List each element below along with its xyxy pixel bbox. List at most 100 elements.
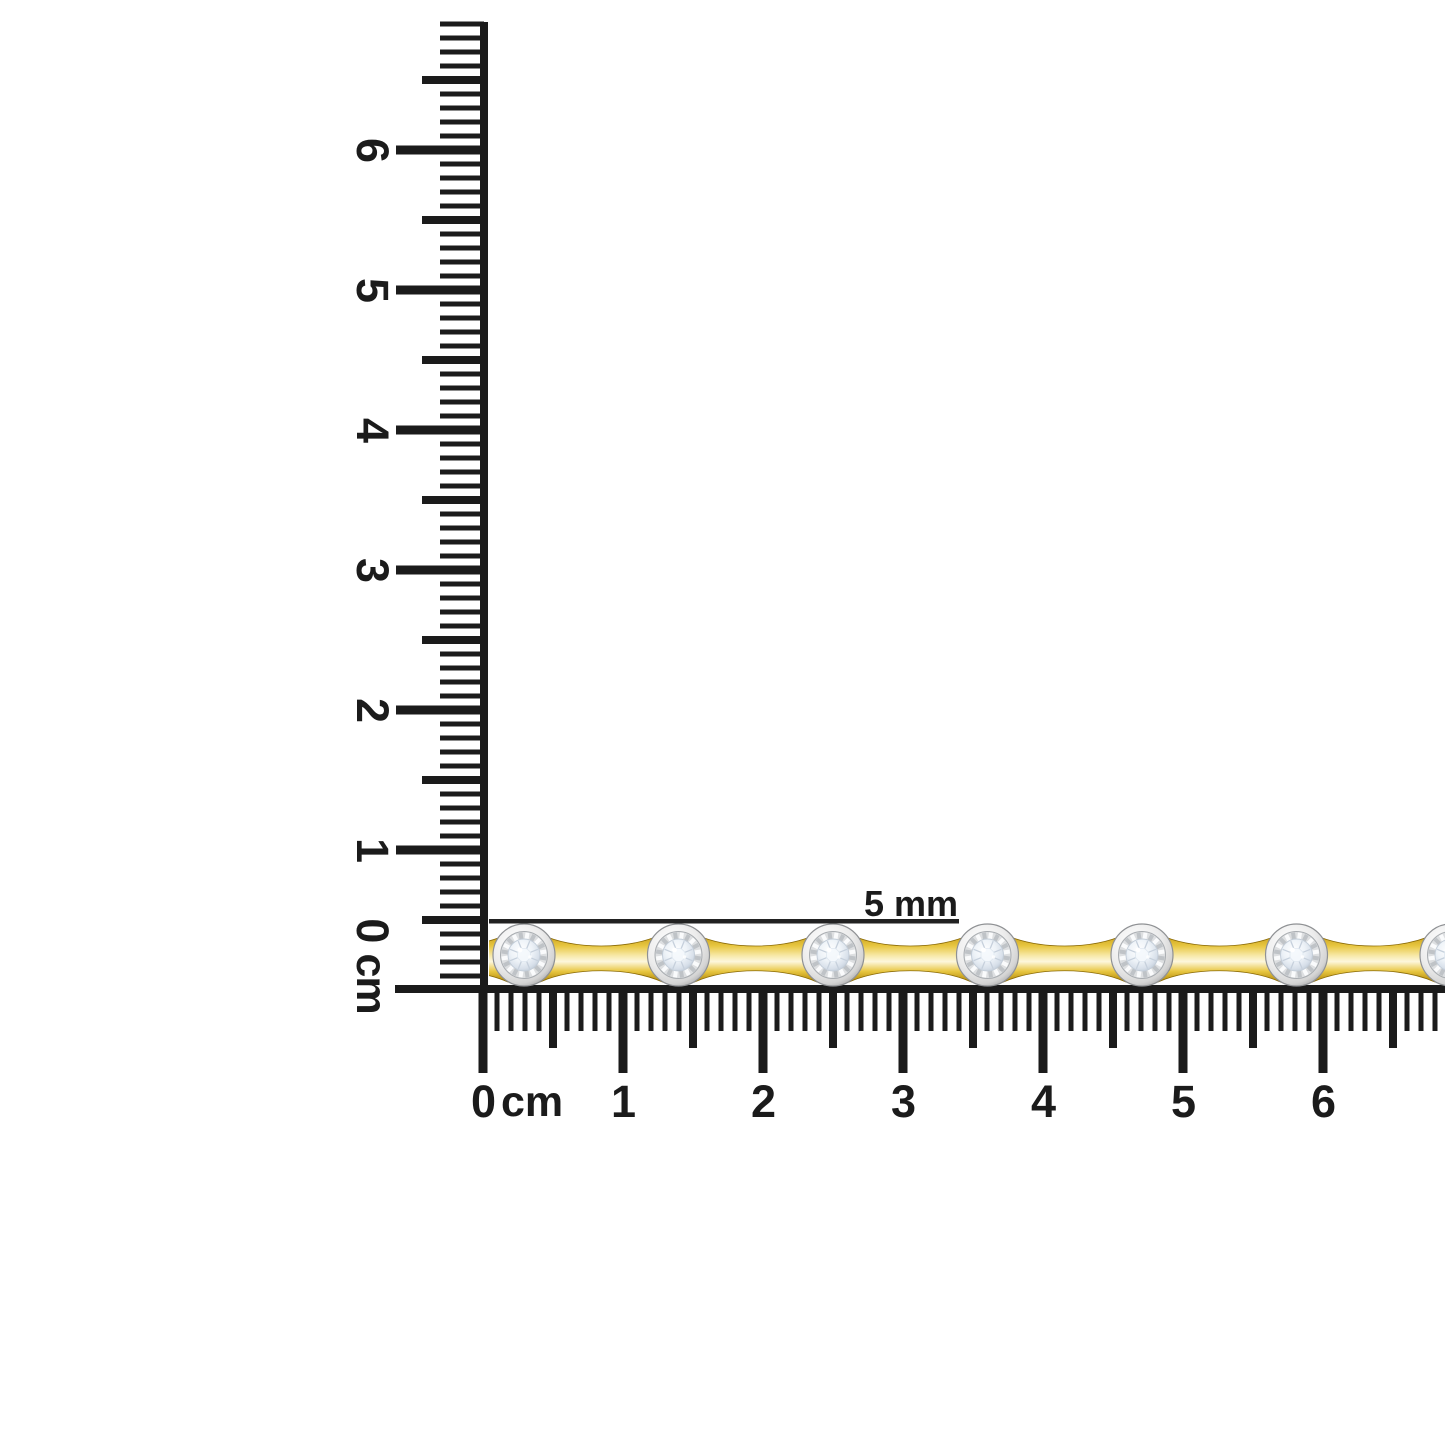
vertical-ruler-zero-label: 0 cm	[347, 916, 398, 1016]
measurement-line	[489, 919, 959, 924]
horizontal-ruler-number: 6	[1310, 1076, 1336, 1127]
tick-mark	[648, 989, 654, 1031]
tick-mark	[536, 989, 542, 1031]
vertical-ruler-number: 5	[347, 277, 398, 303]
tick-mark	[422, 496, 484, 504]
horizontal-ruler-ticks	[478, 989, 1438, 1073]
tick-mark	[829, 989, 837, 1048]
tick-mark	[1292, 989, 1298, 1031]
facet-line	[818, 948, 828, 954]
tick-mark	[440, 259, 484, 265]
tick-mark	[1404, 989, 1410, 1031]
diamond-station	[955, 923, 1020, 987]
tick-mark	[522, 989, 528, 1031]
vertical-zero-number: 0	[347, 918, 398, 943]
facet-line	[680, 960, 685, 970]
tick-mark	[1334, 989, 1340, 1031]
tick-mark	[440, 385, 484, 391]
tick-mark	[440, 959, 484, 965]
tick-mark	[689, 989, 697, 1048]
diamond-station	[646, 923, 711, 987]
sparkle	[991, 955, 996, 959]
diamond-station	[492, 923, 556, 987]
tick-mark	[1054, 989, 1060, 1031]
tick-mark	[886, 989, 892, 1031]
facet-line	[525, 960, 531, 970]
facet-line	[1127, 948, 1137, 954]
tick-mark	[396, 145, 484, 155]
vertical-ruler-number: 2	[347, 697, 398, 723]
plate-rim	[809, 931, 857, 979]
tick-mark	[634, 989, 640, 1031]
tick-mark	[396, 565, 484, 575]
gold-link	[539, 933, 663, 983]
horizontal-ruler-unit-label: cm	[501, 1078, 564, 1126]
facet-line	[1298, 940, 1303, 950]
tick-mark	[1236, 989, 1242, 1031]
facet-line	[509, 948, 519, 954]
tick-mark	[676, 989, 682, 1031]
plate-rim	[654, 931, 703, 979]
tick-mark	[1138, 989, 1144, 1031]
tick-mark	[1194, 989, 1200, 1031]
tick-mark	[440, 133, 484, 139]
tick-mark	[440, 581, 484, 587]
facet-line	[1282, 956, 1292, 962]
sparkle	[1146, 955, 1150, 959]
tick-mark	[422, 216, 484, 224]
facet-line	[1301, 948, 1311, 954]
tick-mark	[440, 371, 484, 377]
tick-mark	[704, 989, 710, 1031]
tick-mark	[440, 735, 484, 741]
tick-mark	[422, 916, 484, 924]
vertical-ruler-ticks	[396, 21, 484, 979]
tick-mark	[396, 845, 484, 855]
tick-mark	[1278, 989, 1284, 1031]
tick-mark	[440, 875, 484, 881]
tick-mark	[422, 356, 484, 364]
diamond-station	[801, 923, 865, 987]
plate-rim	[1427, 931, 1445, 979]
facet-line	[834, 960, 840, 970]
horizontal-ruler-number: 2	[750, 1076, 776, 1127]
gold-link	[694, 933, 818, 983]
tick-mark	[898, 989, 908, 1073]
tick-mark	[788, 989, 794, 1031]
tick-mark	[1124, 989, 1130, 1031]
vertical-ruler-line	[480, 22, 488, 993]
horizontal-ruler-number: 3	[890, 1076, 916, 1127]
tick-mark	[1389, 989, 1397, 1048]
facet-line	[1147, 948, 1157, 954]
tick-mark	[440, 91, 484, 97]
tick-mark	[478, 989, 488, 1073]
facet-line	[1127, 956, 1137, 962]
facet-line	[1436, 948, 1445, 954]
tick-mark	[440, 973, 484, 979]
tick-mark	[440, 273, 484, 279]
tick-mark	[1208, 989, 1214, 1031]
sparkle	[528, 955, 532, 959]
tick-mark	[440, 189, 484, 195]
sparkle	[837, 955, 841, 959]
tick-mark	[440, 805, 484, 811]
sparkle	[981, 947, 986, 953]
tick-mark	[396, 285, 484, 295]
tick-mark	[1362, 989, 1368, 1031]
horizontal-ruler-number: 0	[470, 1076, 496, 1127]
vertical-ruler-number: 3	[347, 557, 398, 583]
tick-mark	[396, 705, 484, 715]
tick-mark	[440, 749, 484, 755]
facet-line	[1298, 960, 1303, 970]
tick-mark	[440, 441, 484, 447]
tick-mark	[440, 455, 484, 461]
tick-mark	[1012, 989, 1018, 1031]
vertical-ruler-number: 6	[347, 137, 398, 163]
tick-mark	[440, 315, 484, 321]
tick-mark	[1376, 989, 1382, 1031]
tick-mark	[1096, 989, 1102, 1031]
tick-mark	[969, 989, 977, 1048]
facet-line	[525, 940, 531, 950]
tick-mark	[578, 989, 584, 1031]
facet-line	[1135, 960, 1141, 970]
tick-mark	[440, 945, 484, 951]
